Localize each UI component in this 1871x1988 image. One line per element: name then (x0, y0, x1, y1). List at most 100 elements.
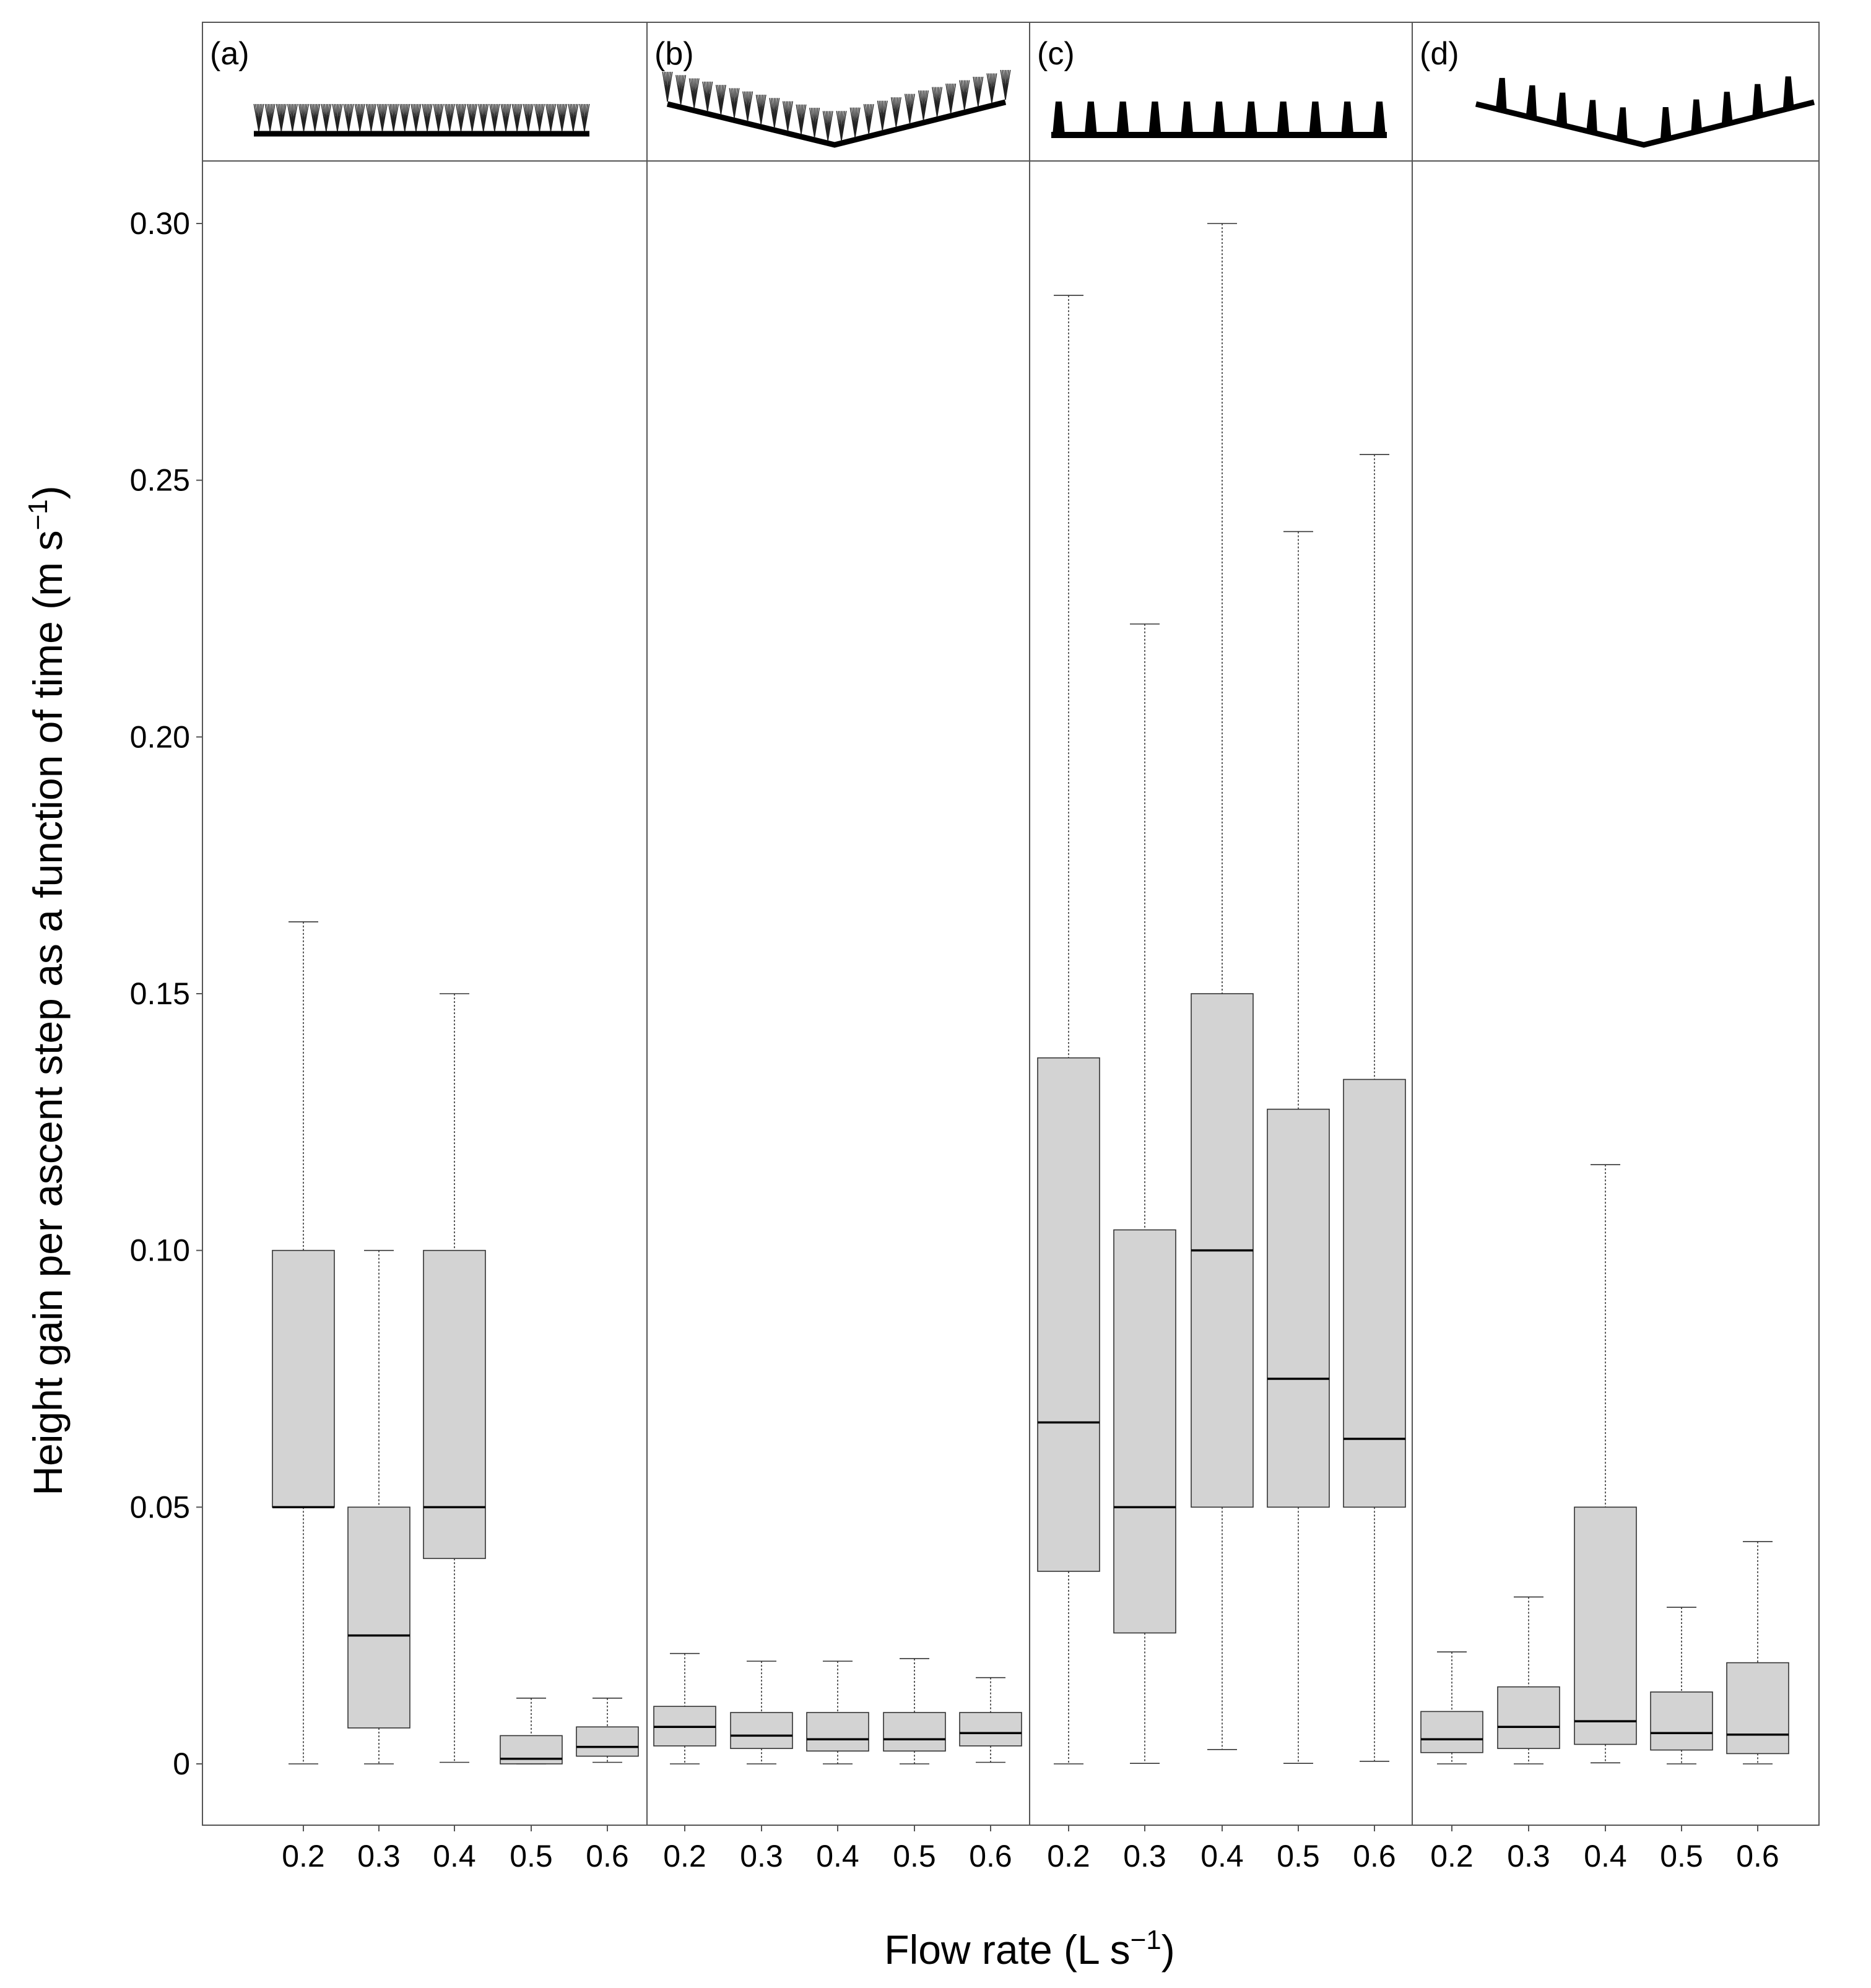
x-tick-label: 0.5 (1660, 1839, 1703, 1873)
bristle (693, 78, 700, 108)
x-tick-label: 0.3 (1123, 1839, 1166, 1873)
y-tick-label: 0.05 (130, 1490, 190, 1524)
blade (1213, 102, 1225, 135)
x-tick-label: 0.4 (433, 1839, 476, 1873)
bristle (827, 111, 833, 141)
blade (1181, 102, 1194, 135)
bristle (415, 103, 422, 132)
blade (1084, 102, 1097, 135)
iqr-box (1497, 1686, 1560, 1749)
bristle (359, 103, 365, 132)
y-tick-label: 0.10 (130, 1233, 190, 1268)
blade (1752, 84, 1764, 118)
bristle (303, 103, 310, 132)
x-axis-title-sup: −1 (1131, 1925, 1161, 1955)
bristle (258, 103, 264, 132)
brush-base (1475, 99, 1815, 148)
blade (1341, 102, 1354, 135)
x-tick-label: 0.3 (740, 1839, 783, 1873)
v-shaped-bristle-brush-icon (662, 69, 1011, 148)
plot-area (202, 22, 1820, 1826)
bristle (774, 98, 780, 128)
blade (1309, 102, 1322, 135)
iqr-box (806, 1712, 869, 1752)
box-0.6 (959, 1677, 1022, 1763)
blade (1556, 92, 1568, 126)
bristle (747, 91, 753, 121)
panel-a (272, 921, 639, 1764)
bristle (868, 104, 874, 134)
bristle (562, 103, 568, 132)
boxes-layer (272, 223, 1789, 1764)
bristle (854, 107, 861, 137)
bristle (370, 103, 376, 132)
x-axis-title-main: Flow rate (L s (884, 1927, 1130, 1973)
bristle (505, 103, 511, 132)
bristle (895, 97, 901, 128)
x-tick-label: 0.2 (663, 1839, 706, 1873)
iqr-box (1037, 1057, 1100, 1572)
x-tick-label: 0.3 (1507, 1839, 1550, 1873)
bristle (584, 103, 590, 132)
box-0.4 (423, 993, 486, 1763)
x-axis-title: Flow rate (L s−1) (884, 1925, 1174, 1973)
panel-header-strip: (a) (b) (c) (d) (210, 36, 1815, 148)
box-0.6 (1726, 1541, 1789, 1764)
bristle (950, 83, 957, 114)
panel-b (653, 1652, 1022, 1764)
box-0.6 (576, 1698, 639, 1763)
bristle (471, 103, 478, 132)
box-0.4 (806, 1660, 869, 1764)
brush-base (666, 99, 1007, 148)
iqr-box (1343, 1079, 1406, 1508)
blade (1244, 102, 1257, 135)
bristle (539, 103, 545, 132)
x-tick-label: 0.3 (357, 1839, 401, 1873)
x-tick-label: 0.6 (1353, 1839, 1396, 1873)
panel-label: (b) (654, 36, 694, 72)
bristle (292, 103, 298, 132)
bristle (280, 103, 287, 132)
flat-blade-brush-icon (1051, 102, 1387, 138)
bristle (707, 81, 713, 111)
y-axis-title-end: ) (25, 485, 71, 499)
iqr-box (1420, 1711, 1483, 1753)
plot-frame (202, 22, 1820, 1826)
iqr-box (883, 1712, 946, 1752)
blade (1526, 85, 1537, 119)
bristle (801, 104, 807, 134)
bristle (841, 111, 847, 141)
bristle (909, 93, 915, 124)
iqr-box (423, 1249, 486, 1560)
iqr-box (959, 1712, 1022, 1747)
y-axis-title-sup: −1 (23, 499, 53, 530)
box-0.2 (272, 921, 335, 1764)
bristle (667, 71, 673, 102)
bristle (326, 103, 332, 132)
bristle (922, 90, 929, 121)
box-0.3 (347, 1249, 410, 1764)
bristle (1005, 69, 1011, 100)
panel-c (1037, 223, 1406, 1764)
y-tick-label: 0.20 (130, 719, 190, 754)
box-0.2 (653, 1652, 716, 1764)
panel-label: (c) (1037, 36, 1075, 72)
bristle (964, 80, 970, 110)
bristle (494, 103, 500, 132)
bristle (404, 103, 410, 132)
box-0.5 (1650, 1607, 1713, 1764)
bristle (393, 103, 399, 132)
blade (1782, 76, 1794, 110)
box-0.5 (500, 1698, 563, 1764)
blade (1495, 77, 1507, 111)
box-0.3 (1113, 623, 1176, 1764)
y-tick-label: 0.30 (130, 206, 190, 241)
bristle (787, 101, 793, 131)
bristle (269, 103, 276, 132)
x-tick-label: 0.6 (586, 1839, 629, 1873)
flat-bristle-brush-icon (253, 103, 590, 137)
y-tick-label: 0.15 (130, 976, 190, 1011)
box-0.3 (1497, 1596, 1560, 1764)
bristle (381, 103, 388, 132)
